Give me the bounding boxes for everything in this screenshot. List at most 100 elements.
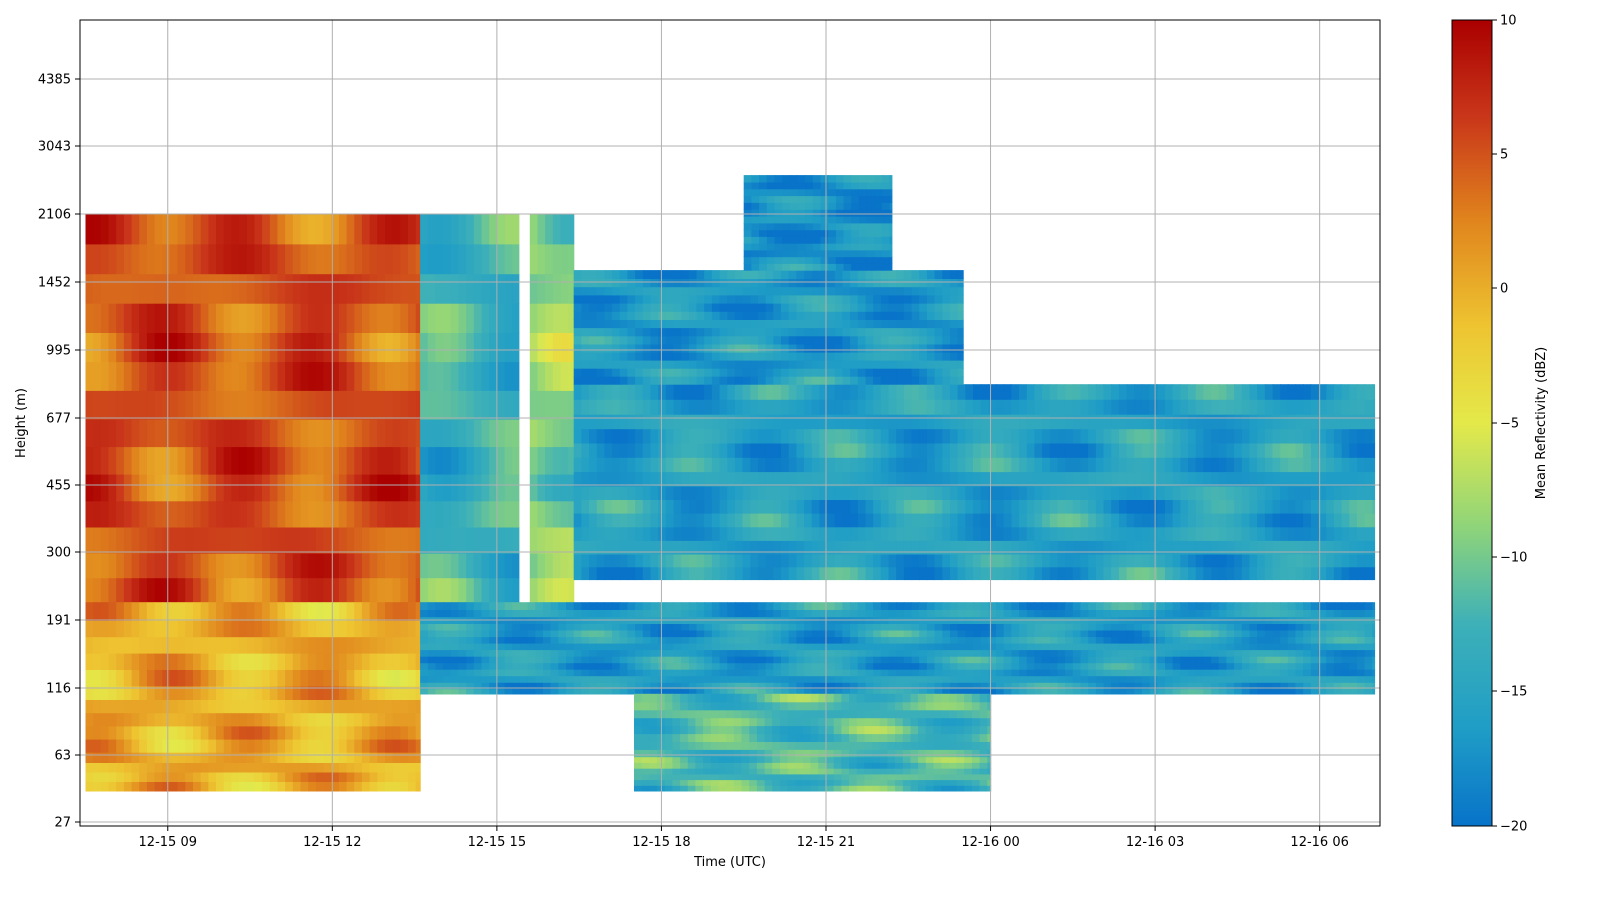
heatmap-cell (466, 214, 475, 245)
heatmap-cell (93, 500, 102, 528)
heatmap-cell (529, 577, 539, 603)
heatmap-cell (331, 725, 340, 740)
heatmap-cell (1234, 513, 1243, 528)
heatmap-cell (443, 526, 452, 554)
heatmap-cell (942, 636, 951, 644)
heatmap-cell (880, 399, 890, 415)
heatmap-cell (193, 636, 202, 654)
heatmap-cell (880, 499, 890, 514)
heatmap-cell (1333, 442, 1343, 458)
heatmap-cell (788, 662, 797, 670)
heatmap-cell (512, 500, 520, 528)
heatmap-cell (1180, 384, 1189, 400)
heatmap-cell (408, 361, 417, 391)
heatmap-cell (734, 656, 744, 664)
heatmap-cell (1264, 471, 1274, 487)
heatmap-cell (811, 566, 820, 581)
heatmap-cell (820, 263, 829, 271)
heatmap-cell (688, 368, 698, 377)
heatmap-cell (681, 636, 690, 644)
heatmap-cell (873, 428, 882, 444)
heatmap-cell (696, 399, 705, 415)
heatmap-cell (512, 303, 520, 333)
heatmap-cell (950, 319, 959, 329)
heatmap-cell (292, 419, 302, 448)
heatmap-cell (719, 656, 728, 664)
heatmap-cell (911, 513, 920, 528)
heatmap-cell (811, 360, 820, 369)
heatmap-cell (93, 390, 102, 420)
heatmap-cell (170, 419, 179, 448)
heatmap-cell (727, 526, 736, 541)
heatmap-cell (308, 273, 317, 304)
heatmap-cell (346, 419, 355, 448)
heatmap-cell (688, 609, 698, 618)
heatmap-cell (911, 526, 920, 541)
heatmap-cell (842, 384, 851, 400)
heatmap-cell (1303, 457, 1312, 473)
heatmap-cell (338, 712, 348, 727)
heatmap-cell (496, 675, 506, 683)
heatmap-cell (751, 175, 760, 183)
heatmap-cell (254, 781, 263, 792)
heatmap-cell (543, 630, 552, 638)
heatmap-cell (765, 327, 774, 337)
heatmap-cell (665, 682, 675, 690)
heatmap-cell (535, 643, 544, 651)
heatmap-cell (420, 419, 429, 448)
heatmap-cell (858, 263, 868, 271)
heatmap-cell (185, 419, 194, 448)
heatmap-cell (1226, 471, 1235, 487)
heatmap-cell (346, 685, 355, 700)
heatmap-cell (719, 319, 728, 329)
heatmap-cell (162, 553, 171, 579)
heatmap-cell (903, 643, 913, 651)
heatmap-cell (85, 390, 94, 420)
heatmap-cell (239, 332, 248, 363)
heatmap-cell (443, 446, 452, 475)
heatmap-cell (658, 278, 667, 288)
heatmap-cell (108, 500, 117, 528)
heatmap-cell (627, 602, 636, 610)
heatmap-cell (223, 602, 232, 621)
heatmap-cell (758, 662, 767, 670)
heatmap-cell (558, 688, 567, 695)
heatmap-cell (788, 294, 797, 304)
heatmap-cell (170, 636, 179, 654)
heatmap-cell (1065, 553, 1074, 568)
heatmap-cell (377, 699, 386, 714)
heatmap-cell (208, 474, 217, 502)
heatmap-cell (1318, 428, 1327, 444)
heatmap-cell (216, 214, 225, 245)
heatmap-cell (216, 602, 225, 621)
heatmap-cell (711, 399, 721, 415)
heatmap-cell (819, 457, 828, 473)
heatmap-cell (919, 485, 928, 500)
heatmap-cell (573, 343, 582, 353)
heatmap-cell (619, 649, 628, 657)
heatmap-cell (926, 294, 936, 304)
heatmap-cell (758, 376, 767, 385)
heatmap-cell (496, 643, 506, 651)
heatmap-cell (827, 335, 836, 345)
heatmap-cell (277, 361, 286, 391)
heatmap-cell (827, 675, 836, 683)
heatmap-cell (427, 662, 437, 670)
heatmap-cell (1111, 399, 1120, 415)
heatmap-cell (828, 243, 837, 251)
heatmap-cell (1026, 384, 1036, 400)
heatmap-cell (665, 649, 675, 657)
heatmap-cell (408, 214, 417, 245)
heatmap-cell (765, 636, 774, 644)
heatmap-cell (435, 553, 444, 579)
heatmap-cell (338, 771, 348, 782)
heatmap-cell (573, 270, 582, 279)
heatmap-cell (658, 485, 667, 500)
heatmap-cell (911, 294, 920, 304)
heatmap-cell (369, 419, 378, 448)
heatmap-cell (888, 669, 897, 677)
heatmap-cell (466, 273, 475, 304)
heatmap-cell (742, 669, 751, 677)
heatmap-cell (1241, 526, 1251, 541)
heatmap-cell (658, 414, 667, 430)
